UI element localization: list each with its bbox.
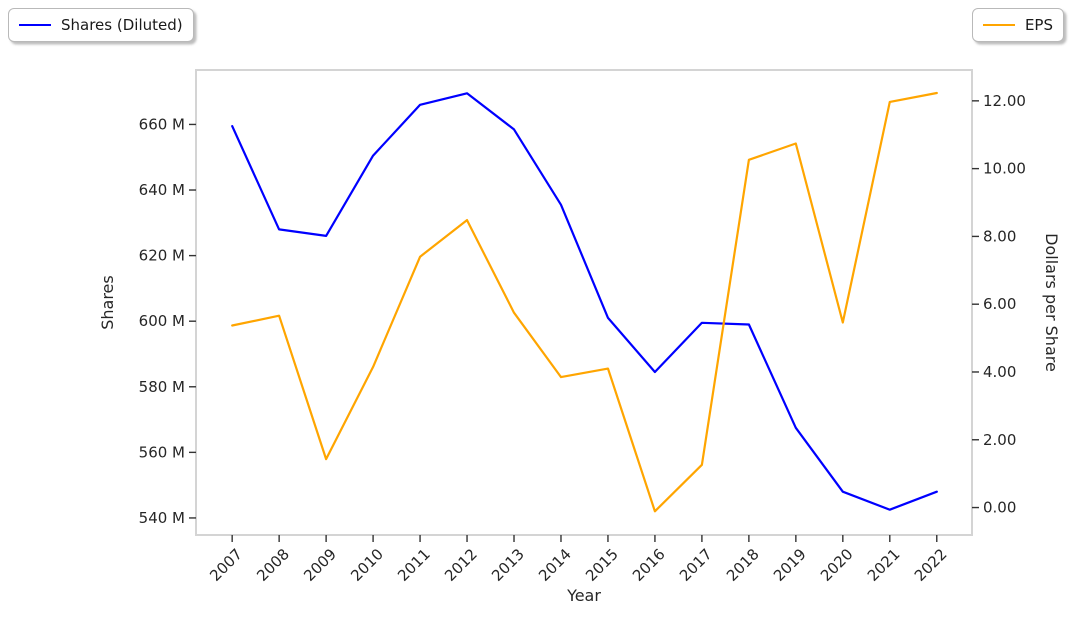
- x-tick-label: 2021: [864, 545, 904, 585]
- y-right-tick-label: 8.00: [983, 227, 1016, 245]
- y-left-tick-label: 600 M: [139, 312, 185, 330]
- x-tick-label: 2013: [488, 545, 528, 585]
- legend-shares-label: Shares (Diluted): [61, 16, 183, 34]
- y-left-tick-label: 540 M: [139, 509, 185, 527]
- y-right-tick-label: 0.00: [983, 499, 1016, 517]
- x-tick-label: 2016: [629, 545, 669, 585]
- x-tick-label: 2010: [347, 545, 387, 585]
- x-tick-label: 2019: [770, 545, 810, 585]
- y-left-tick-label: 640 M: [139, 181, 185, 199]
- legend-shares-diluted: Shares (Diluted): [8, 8, 194, 42]
- y-left-tick-label: 660 M: [139, 115, 185, 133]
- y-left-tick-label: 560 M: [139, 443, 185, 461]
- y-right-axis-label: Dollars per Share: [1042, 233, 1061, 372]
- y-right-tick-label: 6.00: [983, 295, 1016, 313]
- x-tick-label: 2012: [441, 545, 481, 585]
- series-line-eps: [231, 91, 938, 513]
- x-axis-label: Year: [566, 586, 601, 605]
- legend-line-orange-icon: [982, 24, 1015, 26]
- x-tick-label: 2017: [676, 545, 716, 585]
- y-right-tick-label: 2.00: [983, 431, 1016, 449]
- x-tick-label: 2018: [723, 545, 763, 585]
- plot-border: [195, 69, 973, 536]
- legend-eps-label: EPS: [1024, 16, 1053, 34]
- x-tick-label: 2011: [394, 545, 434, 585]
- x-tick-label: 2014: [535, 545, 575, 585]
- y-right-tick-label: 12.00: [983, 92, 1026, 110]
- y-left-tick-label: 620 M: [139, 247, 185, 265]
- y-right-tick-label: 10.00: [983, 160, 1026, 178]
- x-tick-label: 2020: [817, 545, 857, 585]
- y-left-tick-label: 580 M: [139, 378, 185, 396]
- y-right-tick-label: 4.00: [983, 363, 1016, 381]
- x-tick-label: 2007: [206, 545, 246, 585]
- legend-line-blue-icon: [19, 24, 51, 26]
- x-tick-label: 2008: [253, 545, 293, 585]
- x-tick-label: 2009: [300, 545, 340, 585]
- series-line-shares-diluted: [231, 92, 938, 511]
- legend-eps: EPS: [971, 8, 1064, 42]
- x-tick-label: 2015: [582, 545, 622, 585]
- x-tick-label: 2022: [911, 545, 951, 585]
- y-left-axis-label: Shares: [98, 275, 117, 330]
